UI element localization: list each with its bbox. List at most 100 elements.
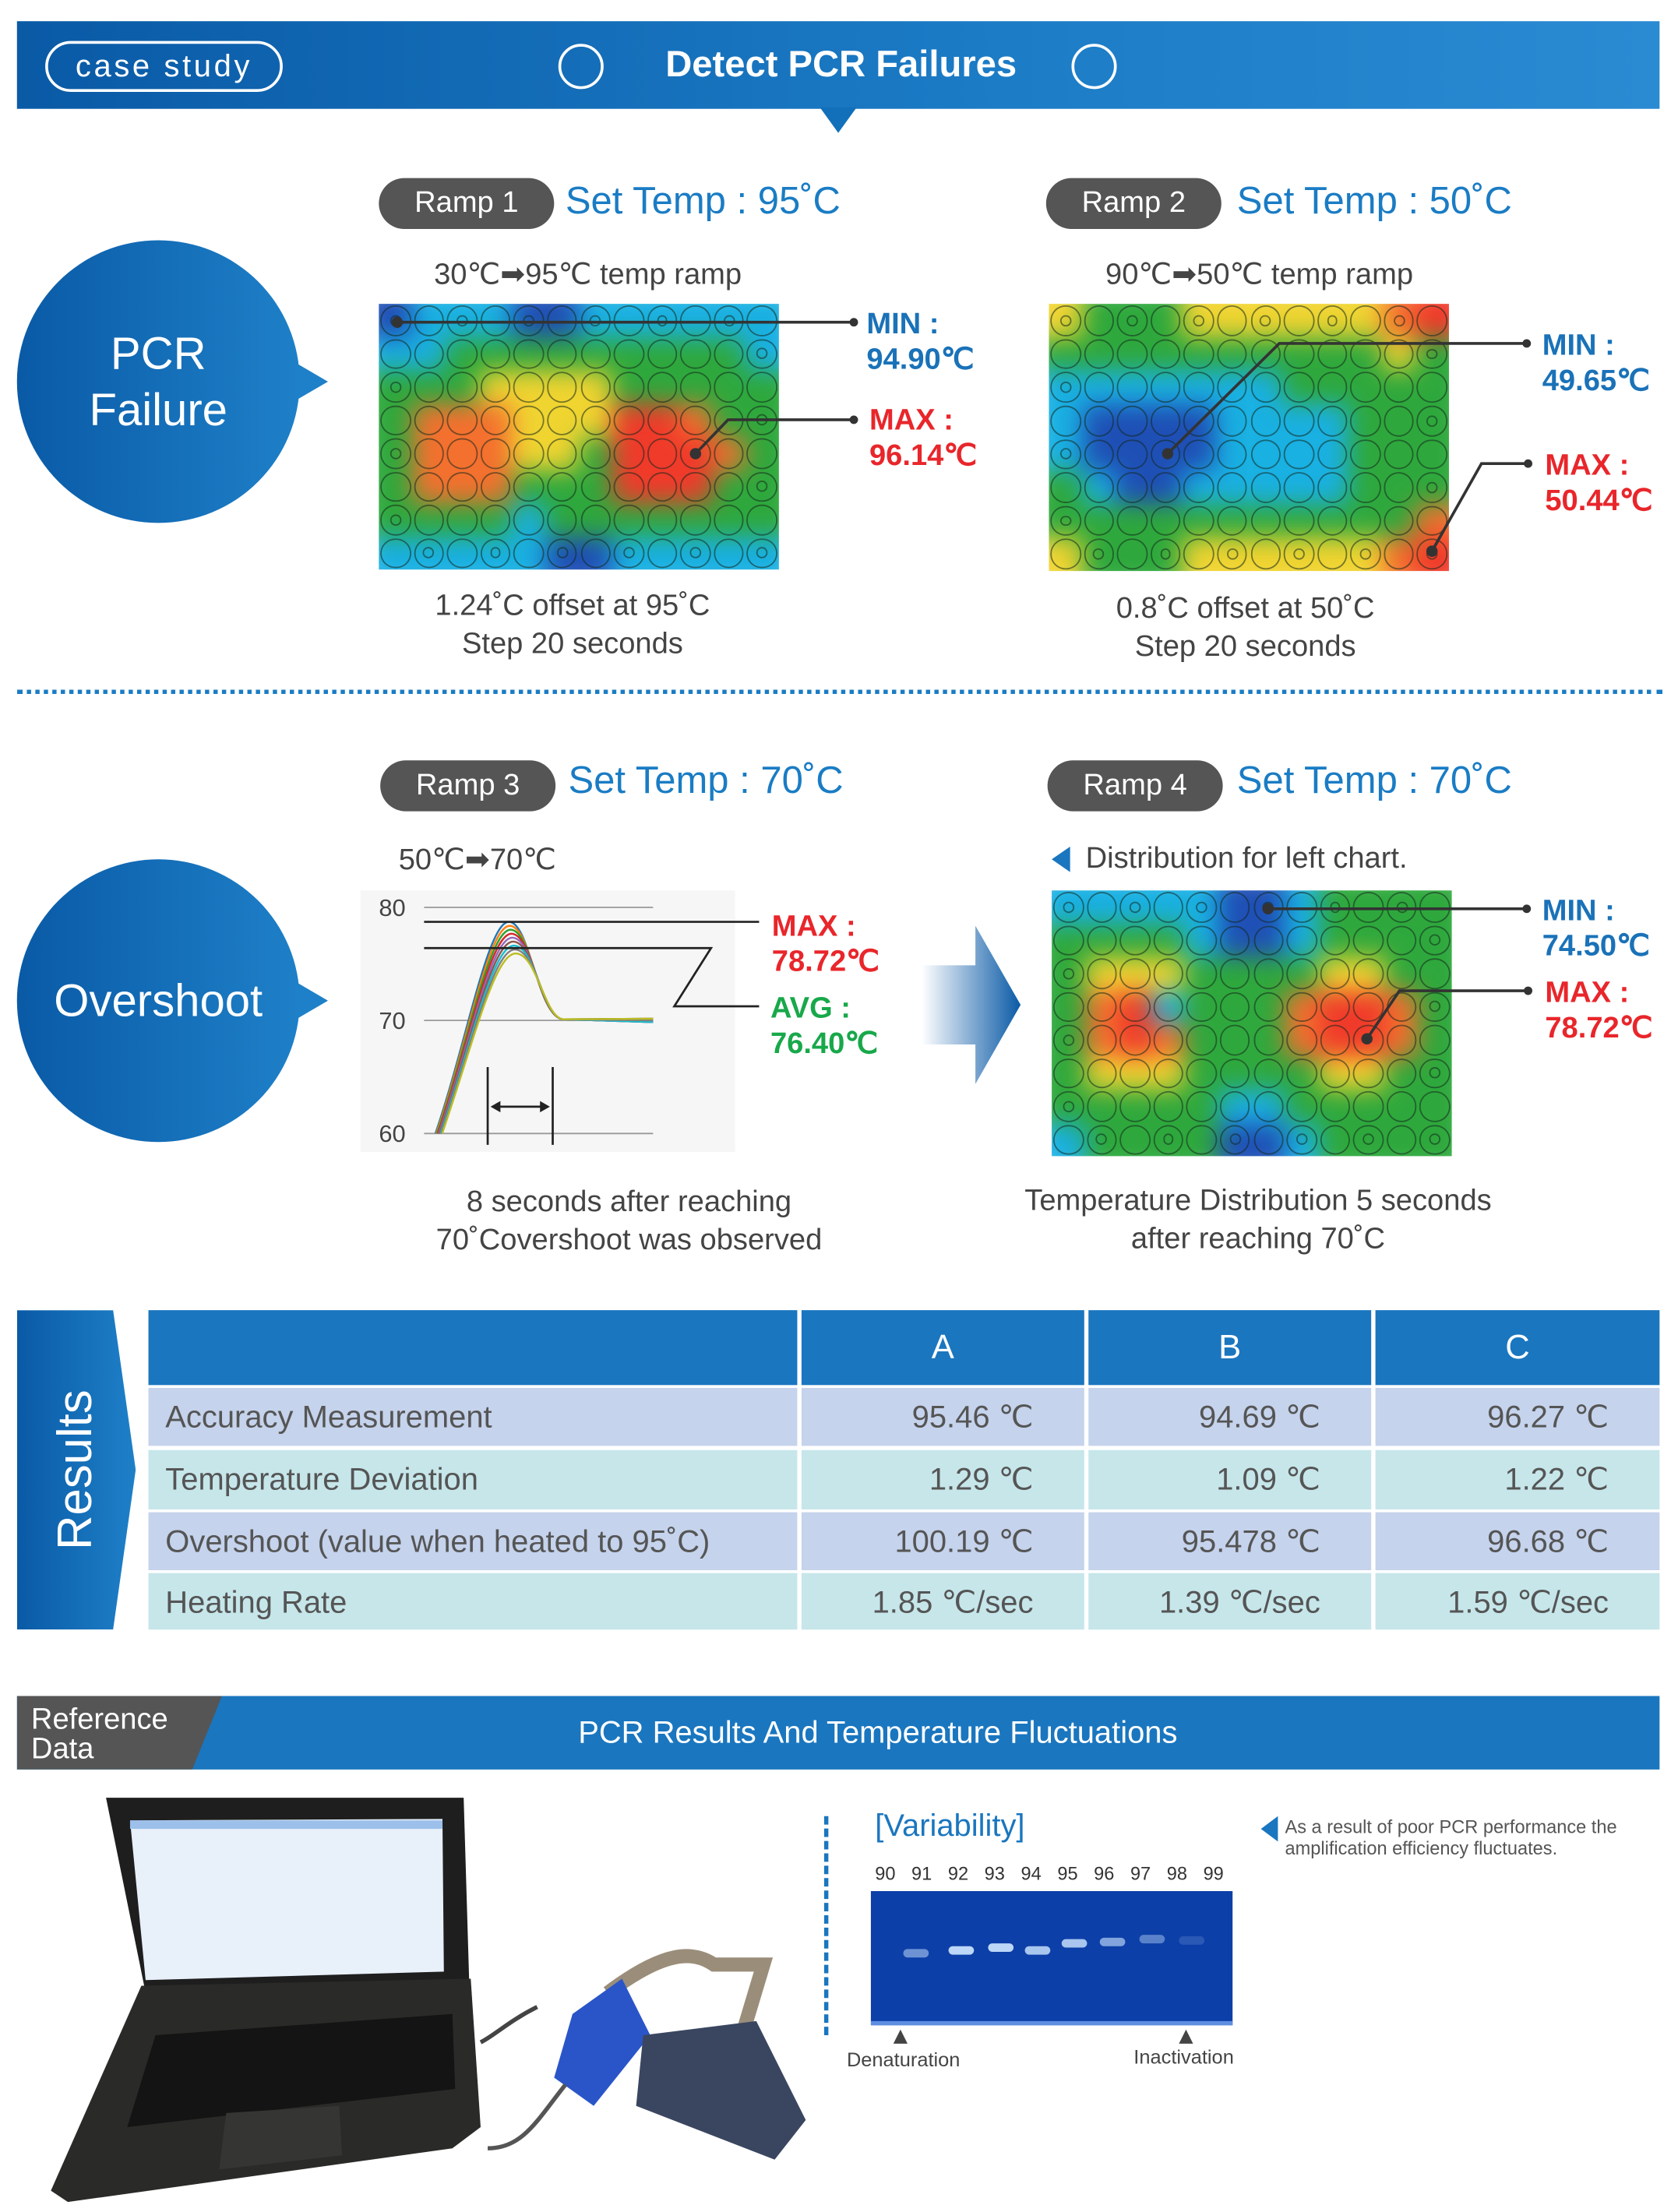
well-circle: [1150, 472, 1181, 503]
well-circle: [1153, 1124, 1184, 1155]
well-circle: [380, 404, 411, 435]
ramp2-pill: Ramp 2: [1045, 178, 1221, 229]
up-triangle-icon: [1179, 2029, 1193, 2044]
big-right-arrow-icon: [922, 925, 1021, 1084]
ramp3-max-value: 78.72℃: [771, 945, 880, 978]
well-circle: [1283, 539, 1314, 570]
well-circle: [1183, 338, 1214, 370]
ramp1-max-label: MAX :: [869, 403, 954, 437]
well-circle: [680, 338, 711, 369]
well-circle: [480, 504, 511, 535]
well-circle: [1052, 1058, 1084, 1089]
gel-band: [1139, 1935, 1165, 1944]
lane-label: 92: [947, 1862, 969, 1884]
well-circle: [1320, 991, 1351, 1022]
bubble-pointer: [294, 361, 328, 402]
lane-label: 98: [1166, 1862, 1188, 1884]
well-circle: [1186, 1090, 1218, 1122]
well-circle: [580, 537, 612, 569]
well-circle: [1286, 1124, 1317, 1155]
well-circle: [1217, 439, 1248, 470]
callout-line: [694, 418, 855, 455]
well-circle: [1052, 1090, 1084, 1122]
laptop-touchpad: [219, 2105, 343, 2170]
well-circle: [1050, 439, 1081, 470]
well-circle: [647, 438, 678, 469]
ramp2-min-value: 49.65℃: [1542, 365, 1650, 397]
ramp4-caption: Temperature Distribution 5 seconds after …: [961, 1182, 1555, 1258]
well-circle: [1153, 1024, 1184, 1055]
well-circle: [547, 372, 578, 403]
reference-banner: [16, 1696, 1660, 1770]
well-circle: [1416, 372, 1448, 403]
well-circle: [1050, 472, 1081, 503]
well-circle: [1320, 1024, 1351, 1055]
gel-band: [1024, 1946, 1051, 1955]
well-circle: [746, 438, 778, 469]
well-circle: [1086, 925, 1117, 956]
well-circle: [1217, 505, 1248, 537]
well-circle: [1386, 1024, 1417, 1055]
ramp2-subtitle: 90℃➡50℃ temp ramp: [1105, 259, 1414, 291]
well-circle: [647, 404, 678, 435]
ramp4-min-label: MIN :: [1542, 894, 1615, 928]
reference-data-tab: Reference Data: [16, 1696, 222, 1770]
denaturation-label: Denaturation: [846, 2048, 961, 2071]
well-circle: [1250, 305, 1281, 336]
well-circle: [1084, 539, 1115, 570]
ramp3-set-temp: Set Temp : 70˚C: [568, 759, 844, 801]
well-circle: [1283, 505, 1314, 537]
well-circle: [1119, 1058, 1151, 1089]
well-circle: [1119, 991, 1151, 1022]
overshoot-chart: 80 70 60: [360, 890, 760, 1152]
table-cell: 100.19 ℃: [801, 1512, 1084, 1571]
ramp3-pill: Ramp 3: [380, 760, 556, 812]
well-circle: [1350, 539, 1381, 570]
table-cell: 1.85 ℃/sec: [801, 1573, 1084, 1630]
gel-band: [948, 1946, 975, 1955]
ramp3-caption: 8 seconds after reaching 70˚Covershoot wa…: [382, 1183, 876, 1259]
well-circle: [480, 438, 511, 469]
well-circle: [1150, 539, 1181, 570]
well-circle: [1350, 305, 1381, 336]
well-circle: [1317, 439, 1348, 470]
well-circle: [1386, 958, 1417, 989]
laptop-device-photo: [51, 1798, 806, 2203]
well-circle: [1219, 925, 1250, 956]
well-circle: [580, 504, 612, 535]
well-circle: [1317, 305, 1348, 336]
well-circle: [1050, 338, 1081, 370]
gel-band: [988, 1943, 1014, 1952]
caption-line: Step 20 seconds: [1134, 630, 1356, 664]
gel-band: [903, 1949, 929, 1958]
callout-lines: [391, 316, 1533, 1044]
well-circle: [1250, 472, 1281, 503]
well-circle: [1353, 925, 1384, 956]
left-triangle-icon: [1260, 1816, 1278, 1842]
well-circle: [1253, 958, 1284, 989]
well-circle: [1283, 472, 1314, 503]
thermal-sensor-plate: [636, 2020, 806, 2160]
well-circle: [746, 471, 778, 502]
well-circle: [1320, 892, 1351, 923]
well-circle: [1353, 1058, 1384, 1089]
well-circle: [480, 372, 511, 403]
well-circle: [1116, 338, 1147, 370]
lane-label: 97: [1130, 1862, 1151, 1884]
ramp2-max-value: 50.44℃: [1545, 484, 1653, 518]
well-circle: [580, 372, 612, 403]
well-circle: [1086, 958, 1117, 989]
well-circle: [1116, 305, 1147, 336]
callout-line: [1366, 989, 1528, 1040]
well-circle: [1116, 439, 1147, 470]
ramp1-min-label: MIN :: [866, 308, 939, 341]
ramp2-max-label: MAX :: [1545, 449, 1630, 482]
row-label: Overshoot (value when heated to 95˚C): [148, 1512, 798, 1571]
well-circle: [714, 504, 745, 535]
well-circle: [513, 537, 545, 569]
well-circle: [647, 504, 678, 535]
well-circle: [1084, 372, 1115, 403]
well-circle: [1353, 892, 1384, 923]
well-circle: [1183, 305, 1214, 336]
well-circle: [1217, 372, 1248, 403]
